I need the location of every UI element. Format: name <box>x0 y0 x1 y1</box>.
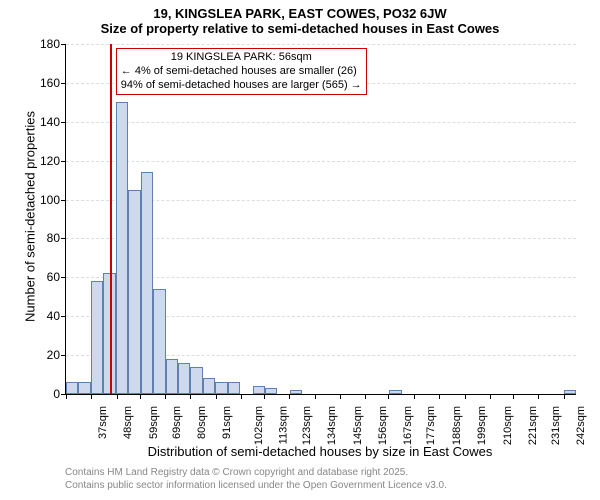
annotation-line: 19 KINGSLEA PARK: 56sqm <box>121 51 362 65</box>
x-axis-label: Distribution of semi-detached houses by … <box>65 444 575 459</box>
x-tick-label: 113sqm <box>277 406 289 444</box>
x-tick <box>264 394 265 399</box>
x-tick-label: 221sqm <box>527 406 539 445</box>
title-line-2: Size of property relative to semi-detach… <box>0 21 600 36</box>
x-tick <box>315 394 316 399</box>
x-tick-label: 156sqm <box>377 406 389 445</box>
histogram-bar <box>265 388 277 394</box>
x-tick <box>165 394 166 399</box>
title-line-1: 19, KINGSLEA PARK, EAST COWES, PO32 6JW <box>0 0 600 21</box>
x-tick-label: 199sqm <box>476 406 488 445</box>
marker-line <box>110 44 112 394</box>
x-tick <box>241 394 242 399</box>
x-tick-label: 48sqm <box>122 406 134 439</box>
grid-line <box>66 44 576 45</box>
histogram-bar <box>166 359 178 394</box>
annotation-line: 94% of semi-detached houses are larger (… <box>121 79 362 93</box>
y-tick-label: 20 <box>47 348 66 362</box>
histogram-bar <box>141 172 153 394</box>
histogram-bar <box>66 382 78 394</box>
x-tick-label: 231sqm <box>550 406 562 445</box>
x-tick-label: 59sqm <box>148 406 160 439</box>
histogram-bar <box>116 102 128 394</box>
histogram-bar <box>215 382 227 394</box>
x-tick-label: 242sqm <box>575 406 587 445</box>
y-tick-label: 0 <box>53 387 66 401</box>
x-tick <box>140 394 141 399</box>
x-tick <box>538 394 539 399</box>
grid-line <box>66 161 576 162</box>
histogram-bar <box>203 378 215 394</box>
x-tick <box>289 394 290 399</box>
y-axis-label: Number of semi-detached properties <box>23 77 38 357</box>
x-tick-label: 134sqm <box>327 406 339 445</box>
x-tick-label: 167sqm <box>403 406 415 445</box>
x-tick <box>465 394 466 399</box>
x-tick <box>388 394 389 399</box>
x-tick <box>66 394 67 399</box>
x-tick <box>513 394 514 399</box>
y-tick-label: 140 <box>40 115 66 129</box>
x-tick <box>564 394 565 399</box>
x-tick-label: 188sqm <box>451 406 463 445</box>
y-tick-label: 40 <box>47 309 66 323</box>
x-tick-label: 145sqm <box>352 406 364 445</box>
x-tick-label: 80sqm <box>196 406 208 439</box>
annotation-line: ← 4% of semi-detached houses are smaller… <box>121 65 362 79</box>
x-tick-label: 37sqm <box>97 406 109 439</box>
x-tick <box>414 394 415 399</box>
x-tick <box>91 394 92 399</box>
x-tick-label: 102sqm <box>253 406 265 445</box>
histogram-bar <box>190 367 202 394</box>
x-tick-label: 177sqm <box>426 406 438 445</box>
grid-line <box>66 122 576 123</box>
y-tick-label: 100 <box>40 193 66 207</box>
x-tick <box>117 394 118 399</box>
histogram-bar <box>153 289 165 394</box>
y-tick-label: 120 <box>40 154 66 168</box>
attribution-line-2: Contains public sector information licen… <box>65 479 447 492</box>
histogram-bar <box>253 386 265 394</box>
histogram-bar <box>290 390 302 394</box>
histogram-bar <box>78 382 90 394</box>
y-tick-label: 180 <box>40 37 66 51</box>
histogram-bar <box>91 281 103 394</box>
y-tick-label: 60 <box>47 270 66 284</box>
chart-container: 19, KINGSLEA PARK, EAST COWES, PO32 6JW … <box>0 0 600 500</box>
annotation-box: 19 KINGSLEA PARK: 56sqm← 4% of semi-deta… <box>116 48 367 95</box>
attribution: Contains HM Land Registry data © Crown c… <box>65 466 447 492</box>
attribution-line-1: Contains HM Land Registry data © Crown c… <box>65 466 447 479</box>
y-tick-label: 80 <box>47 231 66 245</box>
x-tick <box>365 394 366 399</box>
x-tick-label: 69sqm <box>171 406 183 439</box>
x-tick <box>439 394 440 399</box>
y-tick-label: 160 <box>40 76 66 90</box>
x-tick <box>490 394 491 399</box>
x-tick-label: 91sqm <box>221 406 233 439</box>
histogram-bar <box>228 382 240 394</box>
x-tick-label: 210sqm <box>502 406 514 445</box>
plot-area: 02040608010012014016018019 KINGSLEA PARK… <box>65 44 576 395</box>
x-tick <box>216 394 217 399</box>
histogram-bar <box>389 390 401 394</box>
x-tick <box>190 394 191 399</box>
x-tick-label: 123sqm <box>301 406 313 445</box>
x-tick <box>340 394 341 399</box>
histogram-bar <box>178 363 190 394</box>
histogram-bar <box>564 390 576 394</box>
histogram-bar <box>128 190 140 394</box>
